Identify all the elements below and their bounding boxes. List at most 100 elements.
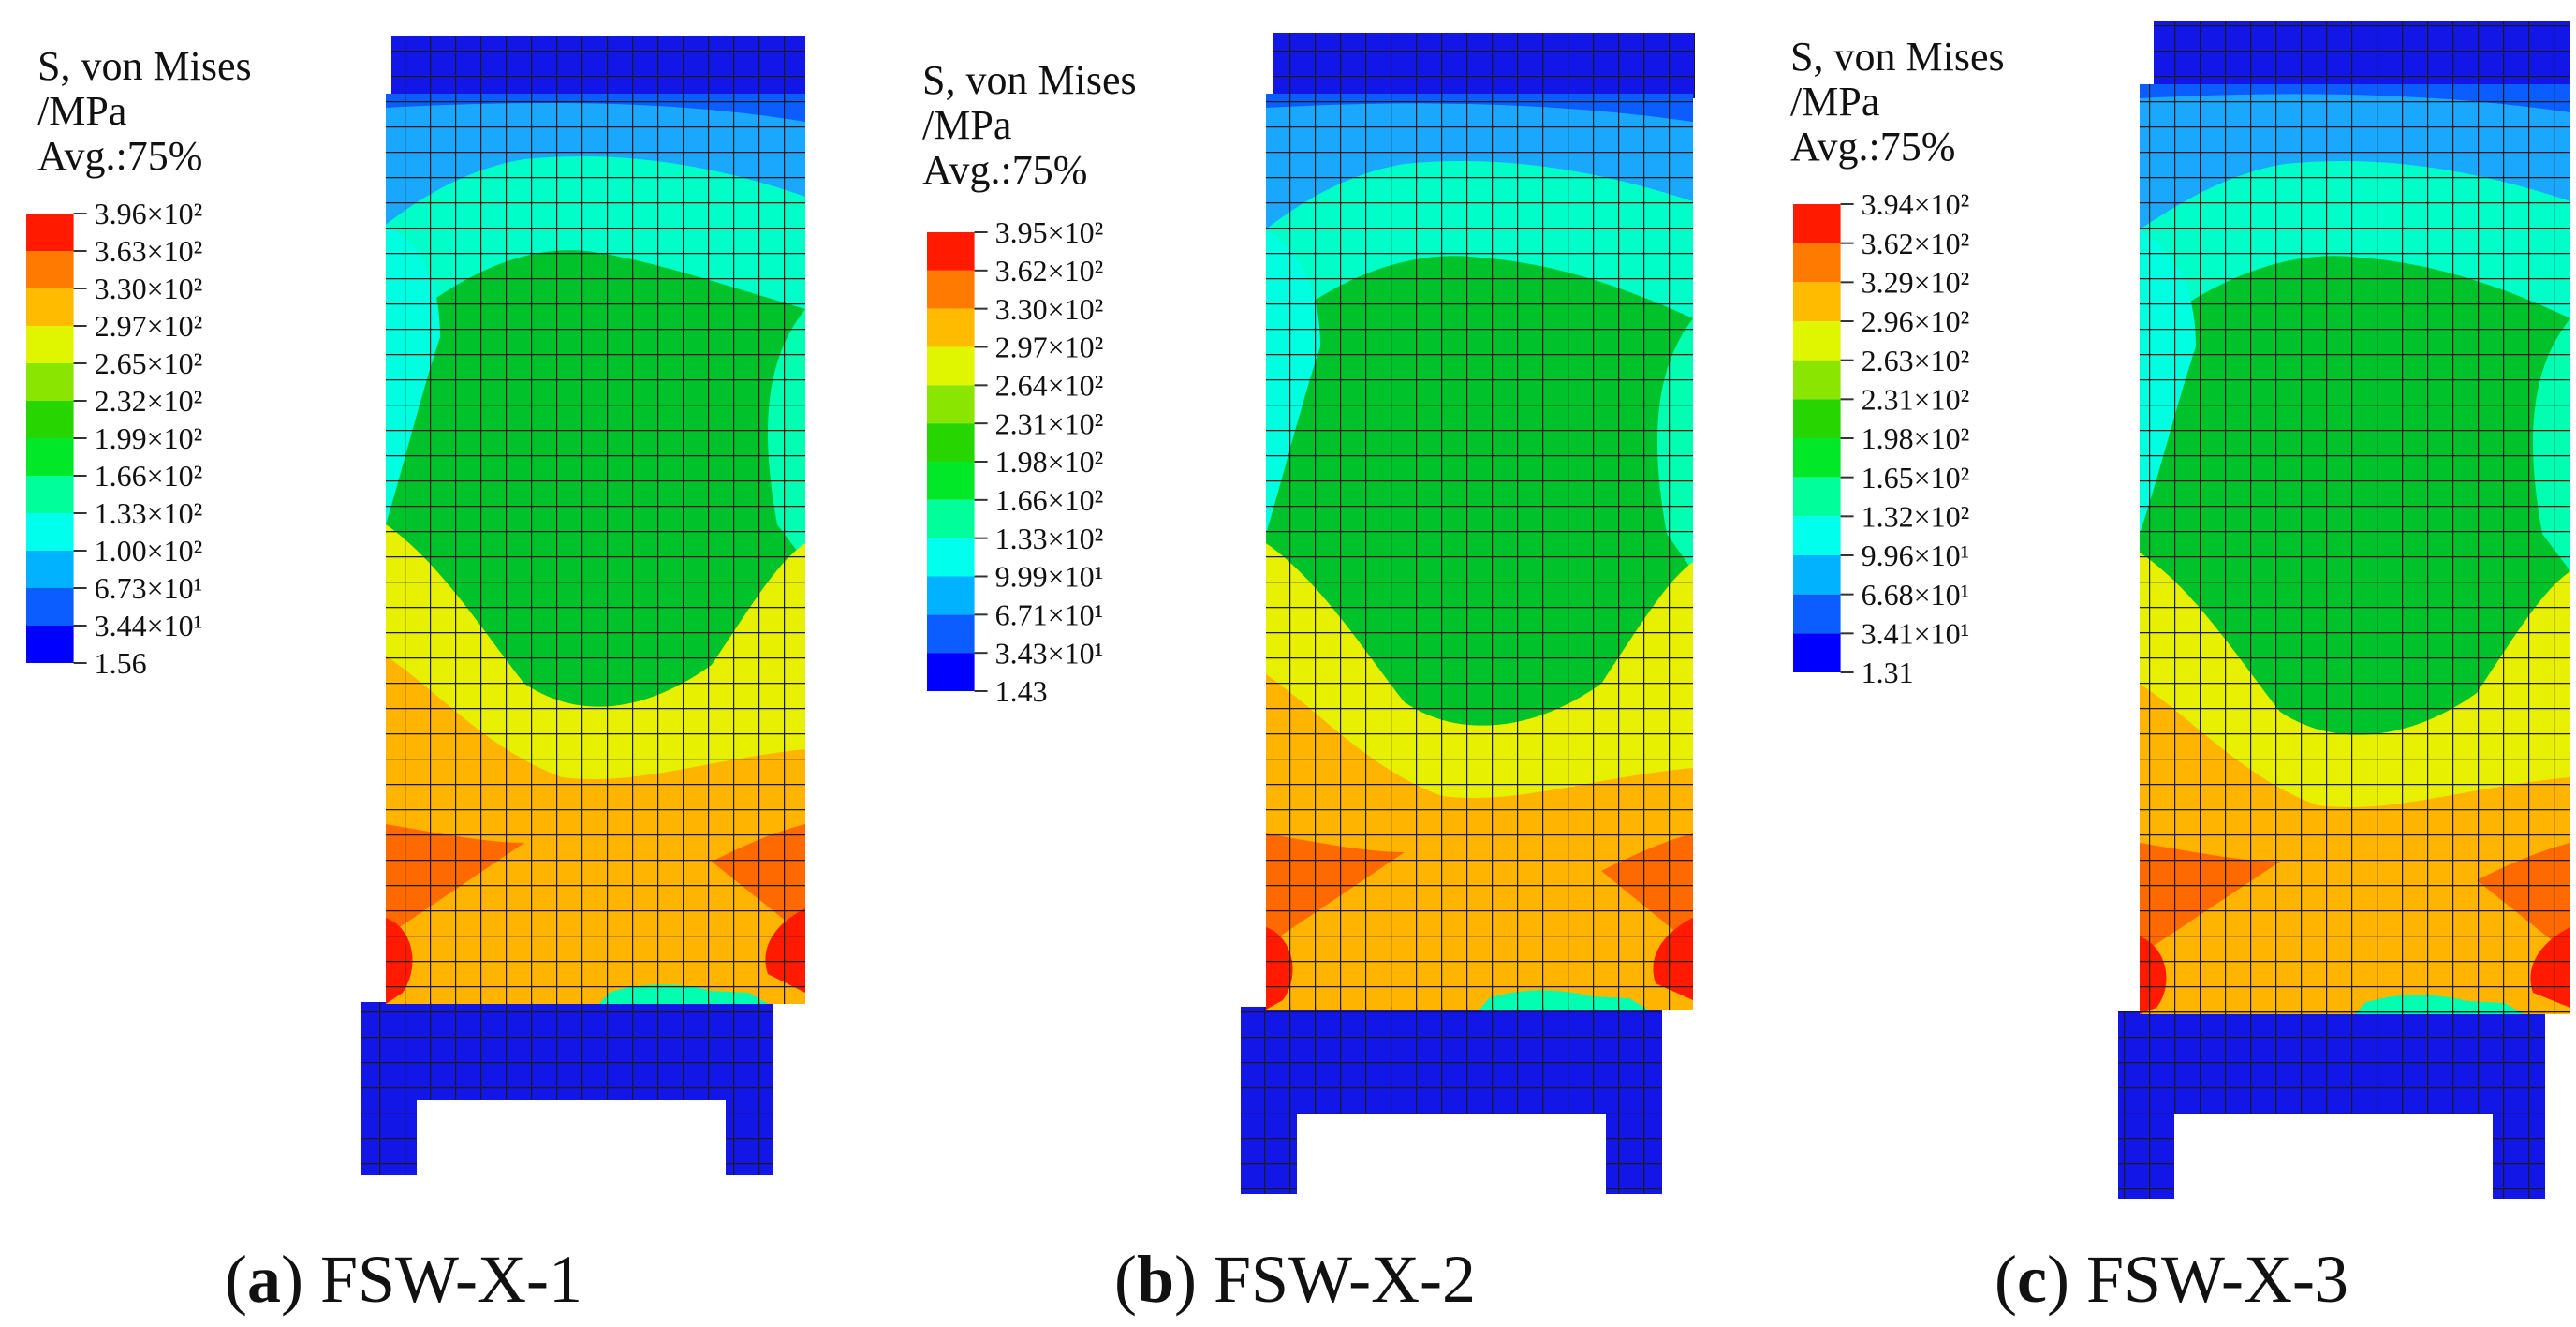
fe-model-b: [1241, 33, 1695, 1194]
legend-swatch: [1793, 360, 1841, 400]
legend-tick-label: 2.97×10²: [995, 331, 1104, 364]
legend-title-line2: /MPa: [1790, 79, 1879, 125]
legend-swatch: [1793, 399, 1841, 438]
legend-swatch: [1793, 321, 1841, 361]
legend-title-line2: /MPa: [922, 102, 1011, 148]
legend-swatch: [1793, 282, 1841, 321]
top-plate-mesh: [391, 36, 805, 101]
legend-swatch: [927, 270, 975, 309]
legend-swatch: [1793, 633, 1841, 672]
legend-swatch: [927, 614, 975, 654]
legend-title-line2: /MPa: [37, 88, 126, 134]
legend-swatch: [927, 538, 975, 577]
legend-tick-label: 2.31×10²: [1862, 383, 1970, 417]
panel-b: S, von Mises /MPa Avg.:75% 3.95×10² 3.62×…: [922, 33, 1695, 1317]
legend-tick-label: 2.31×10²: [995, 406, 1104, 440]
legend-swatch: [1793, 243, 1841, 283]
legend-swatch: [26, 251, 74, 288]
color-legend-bar: 3.95×10² 3.62×10² 3.30×10² 2.97×10² 2.64×10²…: [927, 215, 1103, 708]
legend-swatch: [26, 288, 74, 326]
legend-swatch: [26, 476, 74, 513]
legend-tick-label: 2.32×10²: [95, 384, 203, 418]
legend-swatch: [26, 214, 74, 251]
legend-tick-label: 2.97×10²: [95, 309, 203, 343]
legend-swatch: [927, 385, 975, 424]
legend-tick-label: 9.99×10¹: [995, 560, 1104, 594]
mesh-lines: [1266, 94, 1693, 1010]
legend-tick-label: 3.41×10¹: [1862, 617, 1970, 651]
legend-tick-label: 3.95×10²: [995, 215, 1104, 249]
legend-tick-label: 1.32×10²: [1862, 500, 1970, 534]
legend-title-line1: S, von Mises: [1790, 34, 2005, 80]
mesh-lines: [2140, 84, 2570, 1014]
legend-tick-label: 3.62×10²: [1862, 227, 1970, 260]
legend-tick-label: 3.30×10²: [95, 272, 203, 305]
legend-swatch: [927, 423, 975, 462]
legend-swatch: [927, 499, 975, 538]
legend-tick-label: 1.66×10²: [95, 459, 203, 493]
legend-tick-label: 3.30×10²: [995, 292, 1104, 326]
legend-swatch: [26, 326, 74, 363]
legend-tick-label: 3.62×10²: [995, 254, 1104, 288]
legend-tick-label: 1.98×10²: [995, 445, 1104, 479]
legend-title-line1: S, von Mises: [37, 43, 252, 89]
legend-tick-label: 3.94×10²: [1862, 187, 1970, 221]
legend-swatch: [1793, 204, 1841, 243]
legend-swatch: [26, 401, 74, 438]
legend-swatch: [1793, 555, 1841, 595]
legend-tick-label: 3.44×10¹: [95, 609, 203, 642]
legend-title-line3: Avg.:75%: [922, 147, 1087, 193]
legend-swatch: [927, 308, 975, 347]
legend-swatch: [927, 232, 975, 271]
legend-tick-label: 2.63×10²: [1862, 344, 1970, 377]
mesh-lines: [386, 94, 805, 1004]
legend-tick-label: 3.63×10²: [95, 234, 203, 268]
legend-tick-label: 1.33×10²: [95, 496, 203, 530]
panel-c: S, von Mises /MPa Avg.:75% 3.94×10² 3.62×…: [1790, 21, 2570, 1317]
legend-swatch: [26, 551, 74, 588]
legend-tick-label: 6.73×10¹: [95, 571, 203, 605]
legend-tick-label: 1.56: [95, 646, 147, 680]
legend-swatch: [26, 626, 74, 663]
legend-c: S, von Mises /MPa Avg.:75% 3.94×10² 3.62×…: [1790, 34, 2005, 689]
bottom-frame-mesh: [1241, 1007, 1662, 1194]
legend-swatch: [26, 513, 74, 551]
legend-tick-label: 1.98×10²: [1862, 421, 1970, 455]
legend-swatch: [26, 363, 74, 401]
legend-tick-label: 6.68×10¹: [1862, 578, 1970, 612]
legend-tick-label: 3.29×10²: [1862, 266, 1970, 300]
color-legend-bar: 3.94×10² 3.62×10² 3.29×10² 2.96×10² 2.63×10²…: [1793, 187, 1969, 689]
legend-tick-label: 1.65×10²: [1862, 461, 1970, 494]
legend-tick-label: 3.43×10¹: [995, 636, 1104, 670]
legend-swatch: [1793, 516, 1841, 555]
legend-swatch: [927, 462, 975, 500]
legend-tick-label: 2.96×10²: [1862, 304, 1970, 338]
caption-c: (c) FSW-X-3: [1995, 1242, 2348, 1317]
legend-tick-label: 1.99×10²: [95, 421, 203, 455]
panel-a: S, von Mises /MPa Avg.:75% 3.96×10² 3.63×…: [26, 36, 805, 1317]
fe-model-a: [361, 36, 805, 1175]
legend-tick-label: 2.64×10²: [995, 369, 1104, 403]
bottom-frame-mesh: [2118, 1011, 2545, 1199]
legend-tick-label: 9.96×10¹: [1862, 538, 1970, 572]
legend-swatch: [1793, 438, 1841, 478]
legend-tick-label: 1.00×10²: [95, 534, 203, 568]
legend-tick-label: 1.66×10²: [995, 483, 1104, 517]
legend-tick-label: 6.71×10¹: [995, 598, 1104, 632]
legend-swatch: [1793, 594, 1841, 634]
legend-swatch: [927, 346, 975, 386]
legend-tick-label: 3.96×10²: [95, 197, 203, 230]
fe-model-c: [2118, 21, 2570, 1199]
legend-swatch: [927, 653, 975, 691]
color-legend-bar: 3.96×10² 3.63×10² 3.30×10² 2.97×10²2.65×10²…: [26, 197, 202, 680]
legend-swatch: [927, 576, 975, 615]
top-plate-mesh: [2154, 21, 2570, 86]
legend-tick-label: 1.31: [1862, 656, 1914, 689]
legend-a: S, von Mises /MPa Avg.:75% 3.96×10² 3.63×…: [26, 43, 252, 680]
legend-tick-label: 2.65×10²: [95, 346, 203, 380]
legend-swatch: [26, 438, 74, 476]
legend-b: S, von Mises /MPa Avg.:75% 3.95×10² 3.62×…: [922, 57, 1137, 708]
legend-tick-label: 1.33×10²: [995, 522, 1104, 555]
legend-swatch: [1793, 477, 1841, 517]
